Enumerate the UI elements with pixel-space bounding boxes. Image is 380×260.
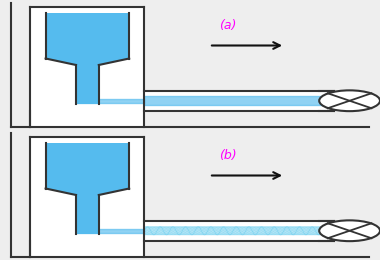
- Text: (a): (a): [219, 20, 237, 32]
- Polygon shape: [76, 65, 99, 104]
- Polygon shape: [46, 58, 129, 65]
- Polygon shape: [46, 13, 129, 58]
- Bar: [30, 136, 144, 257]
- Polygon shape: [76, 195, 99, 234]
- Bar: [30, 6, 144, 127]
- Polygon shape: [46, 188, 129, 195]
- Text: (b): (b): [219, 150, 237, 162]
- Circle shape: [319, 90, 380, 111]
- Circle shape: [319, 220, 380, 241]
- Polygon shape: [46, 143, 129, 188]
